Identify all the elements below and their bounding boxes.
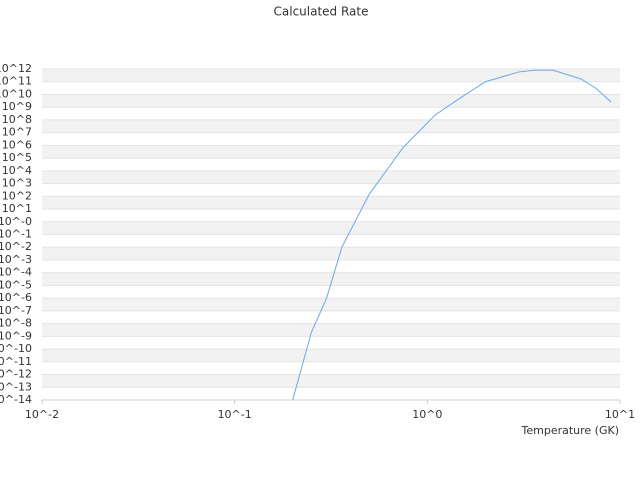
y-tick-label: 10^6 [2,138,32,151]
y-tick-label: 10^-8 [0,317,32,330]
grid-band [42,145,620,159]
y-tick-label: 10^-0 [0,215,32,228]
y-tick-label: 10^3 [2,177,32,190]
x-tick-label: 10^-1 [218,408,252,421]
y-tick-label: 10^12 [0,62,32,75]
data-line [292,69,612,400]
y-tick-label: 10^-6 [0,291,32,304]
y-tick-label: 10^5 [2,151,32,164]
y-tick-label: 10^4 [2,164,32,177]
y-tick-label: 10^-5 [0,278,32,291]
y-tick-label: 10^-7 [0,304,32,317]
x-tick-label: 10^-2 [25,408,59,421]
grid-band [42,298,620,311]
y-tick-label: 10^7 [2,126,32,139]
grid-band [42,94,620,108]
y-tick-label: 10^-10 [0,342,32,355]
y-tick-label: 10^10 [0,87,32,100]
grid-band [42,272,620,286]
y-tick-label: 10^-12 [0,368,32,381]
y-tick-label: 10^11 [0,75,32,88]
y-tick-label: 10^-3 [0,253,32,266]
y-tick-label: 10^-2 [0,240,32,253]
y-tick-label: 10^-13 [0,380,32,393]
grid-band [42,247,620,260]
y-tick-label: 10^-11 [0,355,32,368]
x-axis-label: Temperature (GK) [521,424,620,437]
grid-band [42,69,620,82]
y-tick-label: 10^9 [2,100,32,113]
y-tick-label: 10^-1 [0,228,32,241]
x-tick-label: 10^1 [605,408,635,421]
y-tick-label: 10^-9 [0,329,32,342]
grid-band [42,349,620,362]
grid-band [42,323,620,337]
grid-band [42,221,620,235]
grid-band [42,374,620,388]
grid-band [42,196,620,210]
y-tick-label: 10^2 [2,189,32,202]
grid-band [42,170,620,184]
grid-band [42,119,620,133]
chart-title: Calculated Rate [274,5,369,19]
y-tick-label: 10^1 [2,202,32,215]
x-tick-label: 10^0 [412,408,442,421]
y-tick-label: 10^-14 [0,393,32,406]
y-tick-label: 10^-4 [0,266,32,279]
y-tick-label: 10^8 [2,113,32,126]
